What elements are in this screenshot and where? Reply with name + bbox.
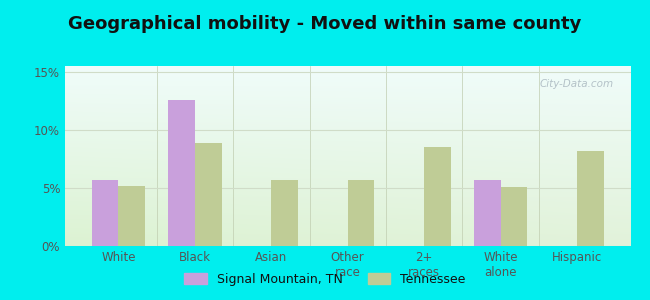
Bar <box>271 180 298 246</box>
Bar <box>348 180 374 246</box>
Bar <box>168 100 195 246</box>
Bar <box>577 151 604 246</box>
Bar <box>474 180 500 246</box>
Bar <box>118 186 145 246</box>
Bar <box>92 180 118 246</box>
Text: City-Data.com: City-Data.com <box>540 79 614 88</box>
Bar <box>195 142 222 246</box>
Bar <box>424 147 451 246</box>
Legend: Signal Mountain, TN, Tennessee: Signal Mountain, TN, Tennessee <box>179 268 471 291</box>
Text: Geographical mobility - Moved within same county: Geographical mobility - Moved within sam… <box>68 15 582 33</box>
Bar <box>500 187 527 246</box>
